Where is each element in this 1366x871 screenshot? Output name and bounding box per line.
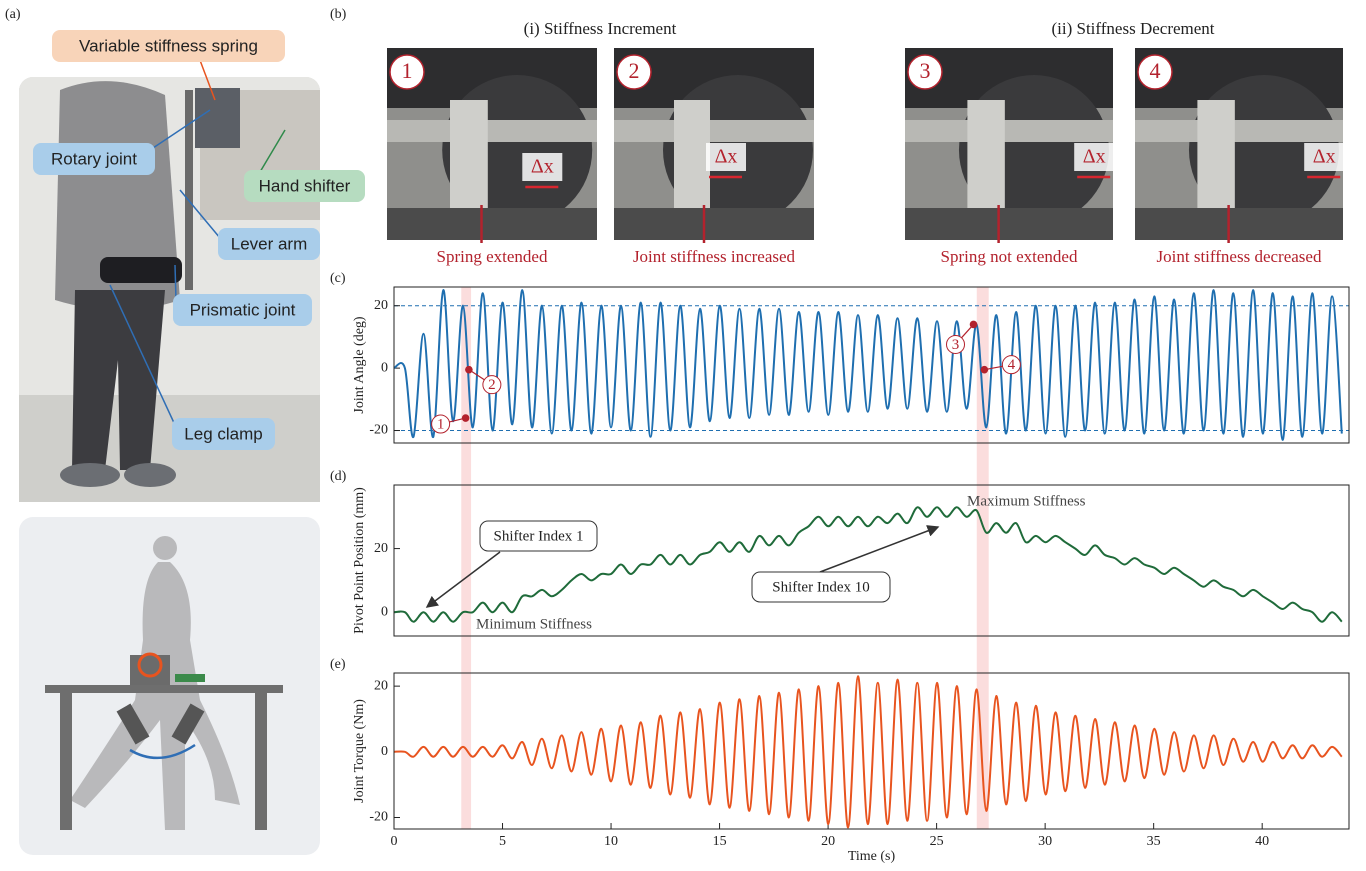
annotation: Shifter Index 10	[772, 579, 869, 595]
y-tick-label: 0	[381, 744, 388, 759]
y-tick-label: 0	[381, 360, 388, 375]
delta-label: Δx	[715, 146, 738, 168]
x-tick-label: 10	[604, 834, 618, 849]
point-label: 2	[488, 377, 496, 393]
photo-caption: Joint stiffness increased	[633, 247, 796, 266]
callout-label: Hand shifter	[259, 176, 351, 195]
x-tick-label: 15	[713, 834, 727, 849]
callout-label: Variable stiffness spring	[79, 36, 258, 55]
annotation: Maximum Stiffness	[967, 493, 1086, 509]
event-point	[462, 414, 470, 422]
x-tick-label: 30	[1038, 834, 1052, 849]
callout-label: Leg clamp	[184, 424, 262, 443]
photo-rack	[614, 208, 814, 240]
photo-rack	[387, 208, 597, 240]
x-tick-label: 0	[391, 834, 398, 849]
y-tick-label: -20	[369, 423, 388, 438]
y-axis-label: Joint Angle (deg)	[352, 316, 367, 414]
delta-label: Δx	[1083, 146, 1106, 168]
callout-label: Rotary joint	[51, 149, 137, 168]
annotation: Minimum Stiffness	[476, 616, 592, 632]
callout-label: Lever arm	[231, 234, 308, 253]
panel-label: (c)	[330, 271, 346, 286]
photo-bracket	[1197, 100, 1234, 210]
event-point	[981, 366, 989, 374]
y-tick-label: 20	[374, 541, 388, 556]
photo-rod	[387, 120, 597, 142]
figure: (a) (b) Variable stiffness spring Rotary …	[0, 0, 1366, 871]
y-axis-label: Pivot Point Position (mm)	[352, 487, 367, 634]
photo-caption: Spring extended	[437, 247, 548, 266]
page: (a) (b) Variable stiffness spring Rotary …	[0, 0, 1366, 871]
delta-label: Δx	[531, 156, 554, 178]
annotation: Shifter Index 1	[494, 528, 584, 544]
data-line	[394, 676, 1342, 827]
data-line	[394, 290, 1342, 440]
panel-label: (e)	[330, 657, 346, 672]
plot-frame	[394, 485, 1349, 636]
photo-rack	[1135, 208, 1343, 240]
y-tick-label: -20	[369, 810, 388, 825]
x-tick-label: 5	[499, 834, 506, 849]
point-label: 4	[1008, 357, 1016, 373]
panel-label: (d)	[330, 469, 347, 484]
point-label: 1	[437, 416, 445, 432]
x-tick-label: 20	[821, 834, 835, 849]
event-point	[465, 366, 473, 374]
step-number: 4	[1150, 58, 1161, 83]
y-axis-label: Joint Torque (Nm)	[352, 699, 367, 803]
photo-rack	[905, 208, 1113, 240]
x-tick-label: 35	[1147, 834, 1161, 849]
photo-caption: Joint stiffness decreased	[1157, 247, 1322, 266]
photo-caption: Spring not extended	[941, 247, 1078, 266]
y-tick-label: 20	[374, 678, 388, 693]
x-tick-label: 40	[1255, 834, 1269, 849]
point-label: 3	[952, 337, 960, 353]
y-tick-label: 0	[381, 604, 388, 619]
step-number: 2	[629, 58, 640, 83]
photo-bracket	[674, 100, 710, 210]
group-title: (ii) Stiffness Decrement	[1051, 19, 1214, 38]
x-tick-label: 25	[930, 834, 944, 849]
photo-rod	[1135, 120, 1343, 142]
leader-line	[175, 265, 176, 300]
annotation-arrow	[820, 527, 938, 572]
panel-label: (b)	[330, 7, 347, 22]
group-title: (i) Stiffness Increment	[524, 19, 677, 38]
callout-label: Prismatic joint	[190, 300, 296, 319]
illustration-a	[19, 517, 320, 855]
y-tick-label: 20	[374, 298, 388, 313]
x-axis-label: Time (s)	[848, 849, 896, 864]
panel-label: (a)	[5, 7, 21, 22]
event-point	[970, 321, 978, 329]
photo-bracket	[450, 100, 488, 210]
step-number: 1	[402, 58, 413, 83]
step-number: 3	[920, 58, 931, 83]
photo-rod	[905, 120, 1113, 142]
photo-bracket	[967, 100, 1004, 210]
delta-label: Δx	[1313, 146, 1336, 168]
photo-rod	[614, 120, 814, 142]
